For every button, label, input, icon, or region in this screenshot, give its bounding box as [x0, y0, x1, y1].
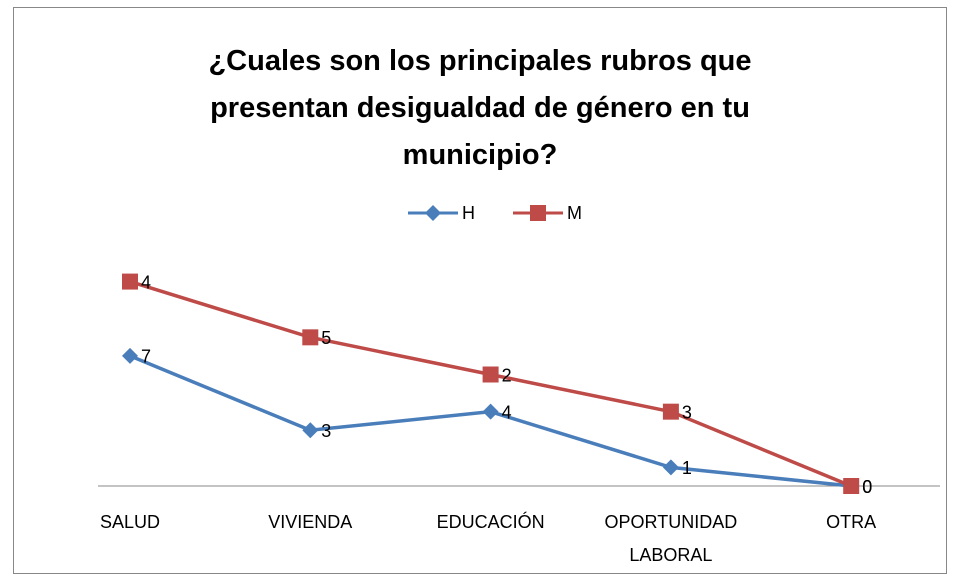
data-label: 3 — [682, 402, 692, 422]
legend-label: M — [567, 203, 582, 223]
x-tick-label: VIVIENDA — [268, 512, 353, 532]
legend-marker — [425, 205, 441, 221]
marker — [482, 366, 499, 383]
marker — [302, 329, 319, 346]
x-tick-label: SALUD — [99, 512, 161, 532]
x-tick-label: OTRA — [826, 512, 877, 532]
data-label: 4 — [141, 272, 151, 292]
marker — [662, 459, 679, 476]
data-label: 5 — [321, 328, 331, 348]
marker — [482, 403, 499, 420]
marker — [122, 347, 138, 364]
data-label: 3 — [321, 421, 331, 441]
legend-marker — [530, 205, 546, 221]
chart-title: ¿Cuales son los principales rubros que pr… — [208, 45, 751, 171]
data-label: 7 — [141, 347, 151, 367]
x-tick-label: OPORTUNIDAD LABORAL — [604, 512, 738, 565]
marker — [843, 478, 860, 494]
x-tick-label: EDUCACIÓN — [436, 512, 545, 532]
legend-label: H — [462, 203, 475, 223]
data-label: 4 — [502, 402, 512, 422]
data-label: 0 — [862, 477, 872, 497]
marker — [302, 422, 319, 439]
data-label: 0 — [862, 477, 872, 497]
marker — [662, 403, 679, 420]
marker — [122, 273, 138, 290]
data-label: 1 — [682, 458, 692, 478]
data-label: 2 — [502, 365, 512, 385]
